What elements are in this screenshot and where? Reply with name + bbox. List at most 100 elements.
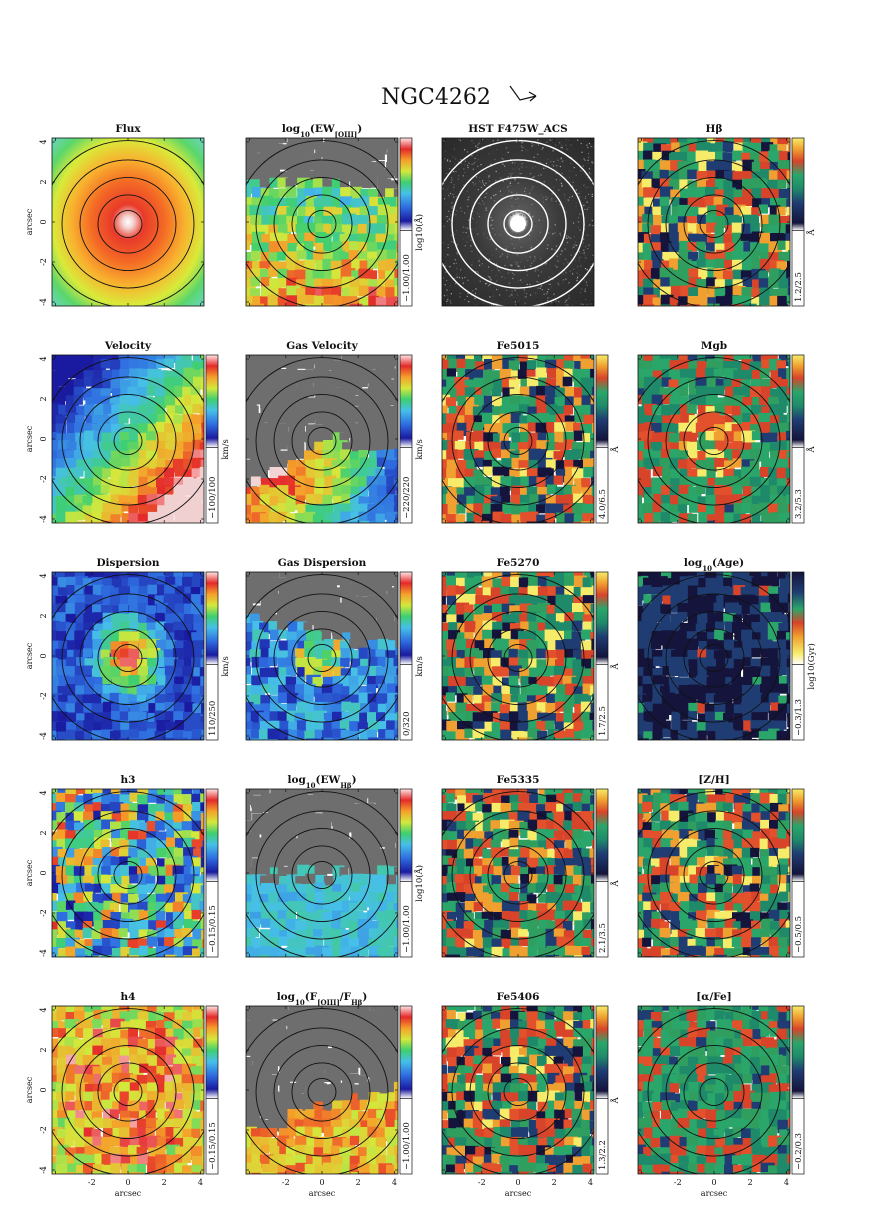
panel-title: Flux: [115, 123, 141, 135]
colorbar-unit: log10(Å): [413, 214, 425, 251]
colorbar-frame: [595, 788, 609, 958]
panel-map-fe5270: [442, 572, 594, 740]
panel-map-dispersion: [52, 572, 204, 740]
colorbar-unit: km/s: [221, 439, 231, 459]
colorbar-gradient: [400, 789, 412, 882]
y-tick-label: 2: [39, 396, 48, 401]
x-tick-label: 4: [198, 1178, 203, 1187]
colorbar-frame: [399, 1005, 413, 1175]
isophote-contour: [291, 845, 353, 905]
isophote-contour: [273, 1044, 371, 1140]
isophote-contour: [255, 376, 389, 506]
y-axis-label: arcsec: [25, 859, 34, 886]
colorbar-range: −0.15/0.15: [208, 1122, 218, 1170]
isophote-contour: [699, 209, 729, 239]
colorbar-unit: Å: [609, 879, 621, 887]
isophote-contour: [61, 159, 195, 289]
isophote-contour: [307, 643, 337, 673]
x-tick-label: 2: [162, 1178, 167, 1187]
isophote-contour: [61, 593, 195, 723]
isophote-contour: [97, 628, 159, 688]
isophote-contour: [469, 393, 567, 489]
isophote-contour: [487, 194, 549, 254]
colorbar-unit: Å: [609, 1096, 621, 1104]
colorbar-frame: [399, 354, 413, 524]
colorbar-alpha-fe: −0.2/0.3: [791, 1005, 805, 1175]
isophote-contour: [503, 209, 533, 239]
panel-title: Dispersion: [96, 557, 159, 569]
x-tick-label: 0: [515, 1178, 520, 1187]
colorbar-gradient: [400, 572, 412, 665]
colorbar-unit: Å: [805, 445, 817, 453]
panel-title: Velocity: [104, 340, 152, 352]
x-tick-label: 2: [748, 1178, 753, 1187]
colorbar-frame: [791, 354, 805, 524]
colorbar-unit: km/s: [415, 656, 425, 676]
panel-oiii-hbeta: -2 0 2 4 arcsec log10(F[OIII]/FHβ) −1.00/1.00: [245, 991, 413, 1198]
y-tick-label: -4: [39, 515, 48, 523]
colorbar-unit: km/s: [221, 656, 231, 676]
panel-title: Hβ: [706, 123, 723, 135]
colorbar-gradient: [400, 1006, 412, 1099]
colorbar-gradient: [206, 789, 218, 882]
isophote-contour: [699, 860, 729, 890]
y-tick-label: -2: [39, 475, 48, 483]
colorbar-frame: [399, 137, 413, 307]
panel-map-oiii-hbeta: [246, 1006, 398, 1174]
panel-h4: 4 2 0 -2 -4 arcsec -2 0 2 4 arcsec h4 −0.15/0.15: [25, 991, 219, 1198]
colorbar-unit: Å: [609, 662, 621, 670]
isophote-contour: [469, 827, 567, 923]
isophote-contour: [451, 810, 585, 940]
isophote-contour: [683, 194, 745, 254]
panel-title: Fe5015: [497, 340, 540, 352]
y-tick-label: 2: [39, 179, 48, 184]
isophote-contour: [273, 393, 371, 489]
y-tick-label: 0: [39, 1087, 48, 1092]
colorbar-range: 1.7/2.5: [598, 706, 608, 736]
isophote-contour: [647, 376, 781, 506]
colorbar-unit: log10(Gyr): [806, 643, 817, 689]
colorbar-range: 4.0/6.5: [598, 489, 608, 519]
colorbar-hbeta: 1.2/2.5 Å: [791, 137, 817, 307]
panel-title: log10(F[OIII]/FHβ): [277, 991, 368, 1007]
colorbar-h4: −0.15/0.15: [205, 1005, 219, 1175]
isophote-contour: [683, 1062, 745, 1122]
panel-map-hst: [442, 138, 594, 306]
isophote-contour: [647, 593, 781, 723]
panel-title: log10(EWHβ): [287, 774, 356, 790]
y-tick-label: 4: [39, 573, 48, 578]
colorbar-zh: −0.5/0.5: [791, 788, 805, 958]
colorbar-range: −220/220: [402, 477, 412, 519]
panel-zh: [Z/H] −0.5/0.5: [637, 774, 805, 958]
isophote-contour: [255, 1027, 389, 1157]
y-tick-label: -4: [39, 949, 48, 957]
isophote-contour: [113, 1077, 143, 1107]
isophote-contour: [487, 628, 549, 688]
colorbar-frame: [791, 137, 805, 307]
colorbar-frame: [399, 788, 413, 958]
x-tick-label: 2: [552, 1178, 557, 1187]
colorbar-gradient: [792, 355, 804, 448]
panel-title: [α/Fe]: [696, 991, 731, 1003]
isophote-contour: [503, 426, 533, 456]
colorbar-frame: [595, 1005, 609, 1175]
y-tick-label: -2: [39, 1126, 48, 1134]
isophote-contour: [451, 1027, 585, 1157]
panel-alpha-fe: -2 0 2 4 arcsec [α/Fe] −0.2/0.3: [637, 991, 805, 1198]
panel-hbeta: Hβ 1.2/2.5 Å: [637, 123, 817, 307]
panel-map-zh: [638, 789, 790, 957]
isophote-contour: [451, 159, 585, 289]
y-axis-label: arcsec: [25, 425, 34, 452]
x-tick-label: 4: [588, 1178, 593, 1187]
isophote-contour: [79, 827, 177, 923]
colorbar-fe5406: 1.3/2.2 Å: [595, 1005, 621, 1175]
isophote-contour: [291, 1062, 353, 1122]
colorbar-range: 2.1/3.5: [598, 923, 608, 953]
isophote-contour: [97, 194, 159, 254]
panel-title: Mgb: [701, 340, 727, 352]
colorbar-range: −1.00/1.00: [402, 1122, 412, 1170]
panel-gas-dispersion: Gas Dispersion 0/320 km/s: [245, 557, 425, 741]
